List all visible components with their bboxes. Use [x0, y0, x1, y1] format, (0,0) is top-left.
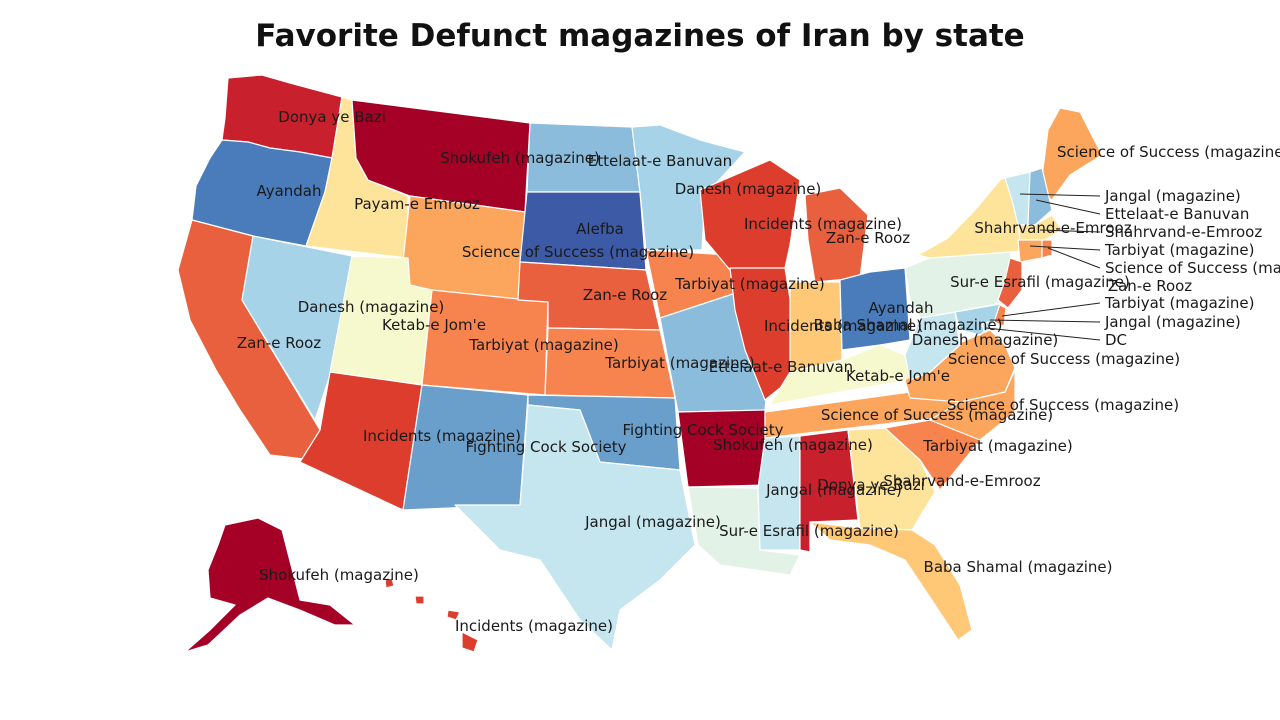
label-ND: Ettelaat-e Banuvan: [588, 152, 732, 170]
label-SC: Tarbiyat (magazine): [922, 437, 1072, 455]
state-SC[interactable]: [884, 419, 981, 491]
state-HI-big-island[interactable]: [461, 631, 479, 653]
label-IA: Tarbiyat (magazine): [674, 275, 824, 293]
label-NM: Fighting Cock Society: [465, 438, 626, 456]
label-NJ: Zan-e Rooz: [1108, 277, 1192, 295]
label-IN: Baba Shamal (magazine): [814, 316, 1003, 334]
label-SD: Alefba: [576, 220, 624, 238]
label-NE: Zan-e Rooz: [583, 286, 667, 304]
state-CT[interactable]: [1017, 239, 1043, 263]
label-NV: Danesh (magazine): [298, 298, 445, 316]
state-TX[interactable]: [454, 404, 696, 651]
state-AK[interactable]: [184, 517, 356, 653]
label-WA: Donya ye Bazi: [278, 108, 385, 126]
leader-lines: [985, 193, 1101, 341]
label-UT: Ketab-e Jom'e: [382, 316, 486, 334]
label-PA: Sur-e Esrafil (magazine): [950, 273, 1130, 291]
label-TN: Science of Success (magazine): [821, 406, 1053, 424]
label-CT: Tarbiyat (magazine): [1104, 241, 1254, 259]
label-AK: Shokufeh (magazine): [259, 566, 419, 584]
label-ME: Science of Success (magazine): [1057, 143, 1280, 161]
state-MS[interactable]: [757, 435, 801, 551]
state-NH[interactable]: [1027, 167, 1053, 226]
label-CA: Zan-e Rooz: [237, 334, 321, 352]
label-AL: Donya ye Bazi: [817, 476, 924, 494]
state-NJ[interactable]: [997, 257, 1023, 309]
state-AZ[interactable]: [299, 371, 423, 511]
label-NC: Science of Success (magazine): [947, 396, 1179, 414]
state-HI-oahu[interactable]: [414, 595, 425, 605]
label-MS: Jangal (magazine): [765, 481, 902, 499]
label-RI: Science of Success (magazine): [1105, 259, 1280, 277]
label-NY: Shahrvand-e-Emrooz: [974, 219, 1131, 237]
label-AR: Shokufeh (magazine): [713, 436, 873, 454]
label-ID: Payam-e Emrooz: [354, 195, 480, 213]
label-MA: Shahrvand-e-Emrooz: [1105, 223, 1262, 241]
state-FL[interactable]: [809, 521, 973, 641]
label-IL: Incidents (magazine): [764, 317, 922, 335]
label-OH: Ayandah: [868, 299, 933, 317]
state-HI[interactable]: [384, 577, 395, 589]
label-KS: Tarbiyat (magazine): [604, 354, 754, 372]
leader-line-nh: [1035, 199, 1101, 215]
label-DE: Tarbiyat (magazine): [1104, 294, 1254, 312]
leader-line-dc: [985, 327, 1101, 341]
label-DC: DC: [1105, 331, 1127, 349]
label-VA: Science of Success (magazine): [948, 350, 1180, 368]
label-MD: Jangal (magazine): [1104, 313, 1241, 331]
state-ME[interactable]: [1039, 107, 1103, 201]
leader-line-vt: [1019, 193, 1101, 197]
label-NH: Ettelaat-e Banuvan: [1105, 205, 1249, 223]
state-shapes: [177, 74, 1103, 653]
label-WV: Danesh (magazine): [912, 331, 1059, 349]
label-FL: Baba Shamal (magazine): [924, 558, 1113, 576]
state-HI-maui[interactable]: [446, 609, 461, 621]
label-MT: Shokufeh (magazine): [440, 149, 600, 167]
state-IL[interactable]: [729, 267, 796, 401]
state-OH[interactable]: [839, 267, 911, 351]
label-HI: Incidents (magazine): [455, 617, 613, 635]
label-AZ: Incidents (magazine): [363, 427, 521, 445]
label-WI: Incidents (magazine): [744, 215, 902, 233]
leader-line-ct: [1029, 245, 1101, 251]
label-KY: Ketab-e Jom'e: [846, 367, 950, 385]
label-MI: Zan-e Rooz: [826, 229, 910, 247]
state-NV[interactable]: [241, 235, 353, 421]
map-title: Favorite Defunct magazines of Iran by st…: [255, 18, 1025, 54]
label-TX: Jangal (magazine): [584, 513, 721, 531]
leader-line-md: [989, 319, 1101, 323]
label-VT: Jangal (magazine): [1104, 187, 1241, 205]
label-MO: Ettelaat-e Banuvan: [709, 358, 853, 376]
label-CO: Tarbiyat (magazine): [468, 336, 618, 354]
state-DC[interactable]: [981, 321, 991, 333]
label-OR: Ayandah: [256, 182, 321, 200]
state-RI[interactable]: [1041, 239, 1053, 259]
leader-line-de: [1001, 302, 1101, 317]
state-WI[interactable]: [699, 159, 801, 271]
label-LA: Sur-e Esrafil (magazine): [719, 522, 899, 540]
state-labels: Donya ye Bazi Ayandah Zan-e Rooz Payam-e…: [237, 108, 1280, 635]
leader-line-ri: [1047, 247, 1101, 269]
leader-line-ma: [1039, 229, 1101, 233]
label-OK: Fighting Cock Society: [622, 421, 783, 439]
label-MN: Danesh (magazine): [675, 180, 822, 198]
label-WY: Science of Success (magazine): [462, 243, 694, 261]
label-GA: Shahrvand-e-Emrooz: [883, 472, 1040, 490]
state-VA[interactable]: [904, 329, 1016, 403]
